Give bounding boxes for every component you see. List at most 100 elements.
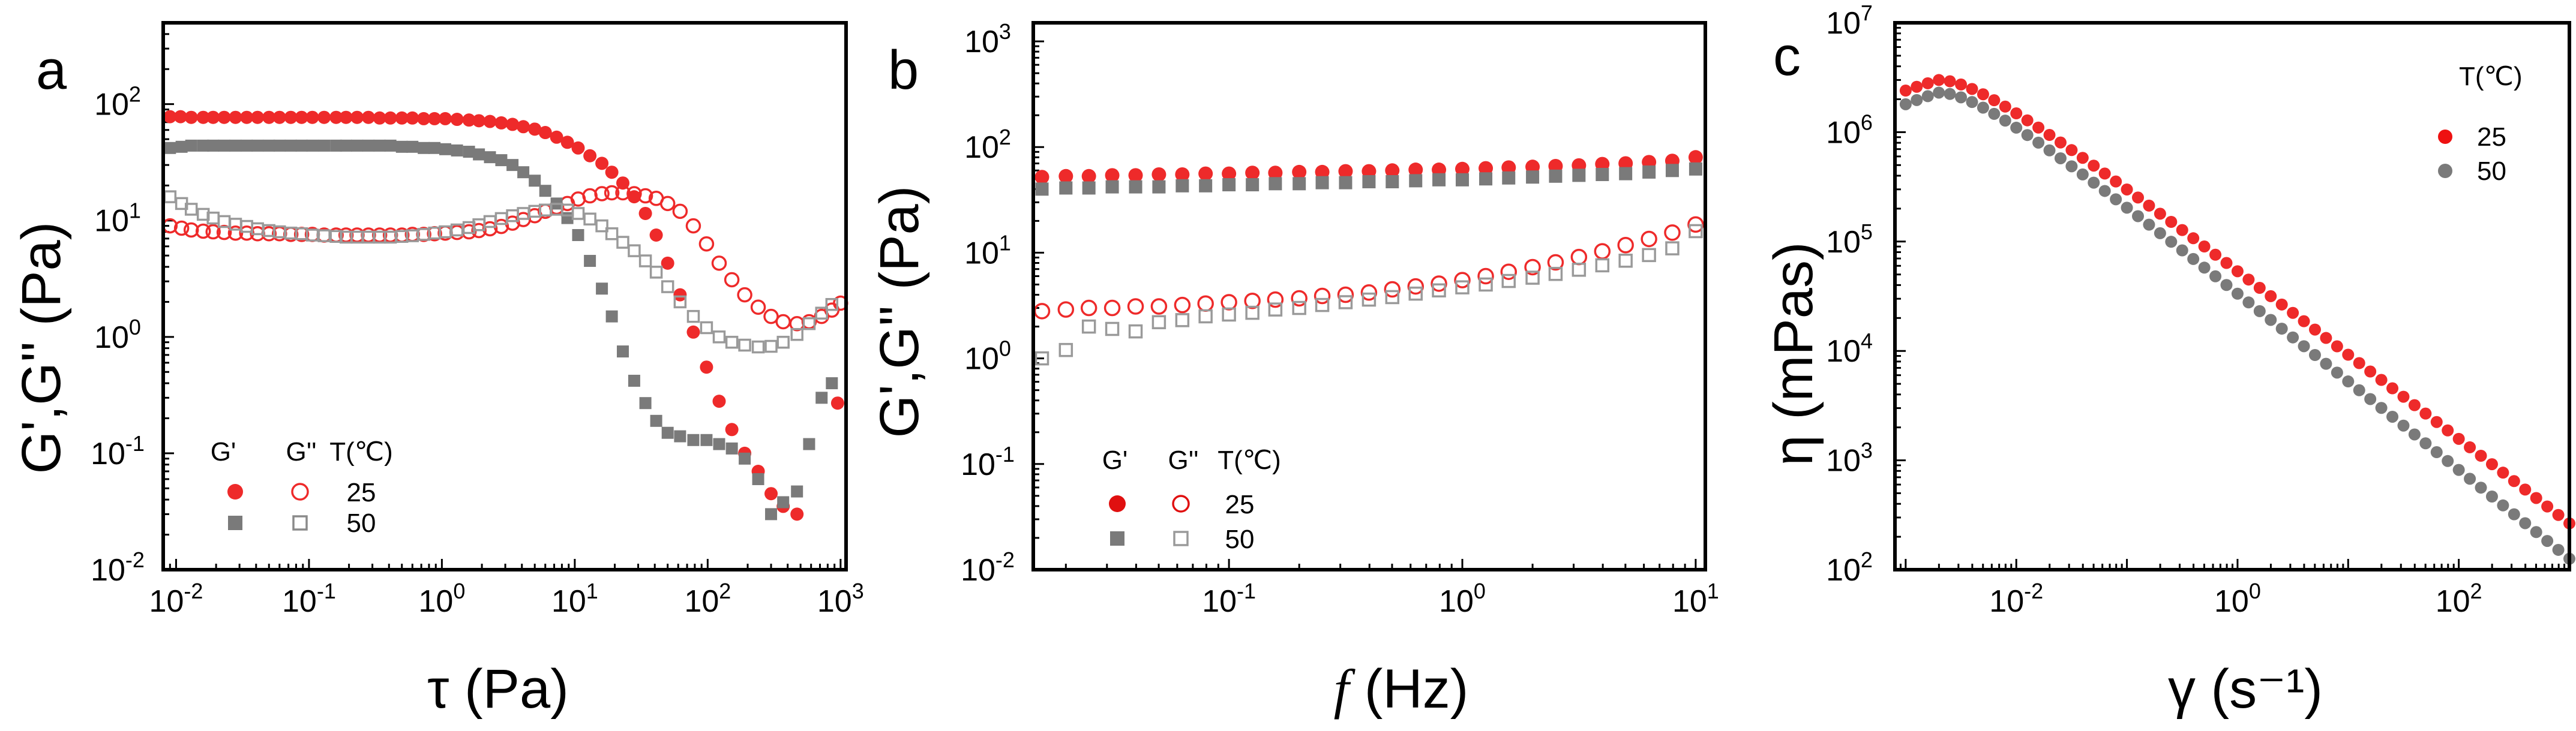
data-point (615, 185, 631, 201)
x-tick-label: 102 (2436, 579, 2482, 619)
data-point (262, 110, 276, 124)
data-point (1080, 299, 1097, 317)
data-point (1292, 164, 1307, 179)
data-point (1315, 176, 1329, 189)
data-point (2386, 410, 2399, 423)
data-point (1175, 313, 1190, 327)
data-point (803, 438, 815, 450)
data-point (1128, 168, 1143, 183)
data-point (686, 309, 700, 323)
data-point (2298, 340, 2310, 353)
data-point (184, 203, 198, 216)
legend-a-temperature-title: T(℃) (329, 437, 393, 467)
data-point (2032, 121, 2045, 134)
data-point (628, 374, 640, 387)
data-point (711, 255, 727, 271)
data-point (1665, 164, 1679, 178)
data-point (1570, 248, 1588, 266)
data-point (826, 377, 838, 390)
data-point (2308, 323, 2321, 336)
data-point (1526, 170, 1540, 184)
y-tick-label: 10-2 (91, 548, 145, 588)
data-point (217, 110, 231, 124)
data-point (1899, 98, 1912, 110)
data-point (218, 139, 230, 152)
data-point (395, 140, 408, 153)
data-point (1105, 321, 1120, 336)
data-point (2353, 357, 2365, 369)
data-point (1222, 166, 1237, 181)
data-point (373, 139, 386, 152)
data-point (1594, 243, 1611, 260)
data-point (2430, 446, 2443, 459)
data-point (517, 120, 530, 134)
data-point (1174, 296, 1191, 314)
data-point (700, 434, 713, 446)
legend-b-gdoubleprime: G'' (1168, 446, 1198, 475)
data-point (1059, 181, 1073, 195)
data-point (417, 112, 431, 125)
panel-a-ylabel: G',G'' (Pa) (11, 222, 72, 474)
data-point (439, 143, 452, 155)
data-point (2375, 374, 2388, 386)
data-point (1456, 173, 1470, 186)
data-point (2397, 419, 2410, 432)
panel-c-marks (1899, 74, 2575, 565)
data-point (1362, 164, 1377, 179)
x-tick-label: 101 (1672, 579, 1719, 619)
panel-c-ylabel: η (mPas) (1763, 242, 1824, 465)
data-point (1151, 167, 1166, 182)
data-point (163, 190, 177, 203)
data-point (1933, 74, 1945, 86)
data-point (1408, 286, 1423, 301)
data-point (2154, 227, 2166, 239)
data-point (251, 110, 265, 124)
legend-a-gdoubleprime-50-marker (292, 515, 308, 531)
data-point (529, 175, 541, 187)
data-point (528, 122, 542, 136)
data-point (2353, 384, 2365, 396)
data-point (1198, 309, 1213, 324)
data-point (1618, 254, 1633, 268)
panel-b-legend: G' G'' T(℃) 25 50 (1102, 446, 1281, 554)
data-point (571, 141, 585, 155)
data-point (673, 295, 687, 309)
data-point (1292, 300, 1306, 315)
data-point (661, 426, 674, 439)
panel-b-xlabel-rest: (Hz) (1349, 658, 1468, 720)
x-tick-label: 10-2 (149, 579, 203, 619)
y-tick-label: 103 (1826, 438, 1873, 479)
data-point (1988, 94, 2001, 107)
data-point (195, 223, 211, 239)
data-point (484, 151, 496, 164)
data-point (1944, 88, 1956, 100)
data-point (2485, 458, 2498, 471)
data-point (362, 139, 374, 152)
data-point (582, 188, 598, 204)
data-point (538, 126, 552, 140)
data-point (1955, 91, 1968, 104)
data-point (2209, 270, 2222, 282)
data-point (2098, 185, 2111, 197)
data-point (1337, 286, 1354, 303)
data-point (1501, 273, 1516, 288)
data-point (605, 227, 619, 240)
data-point (1525, 160, 1540, 175)
data-point (2088, 160, 2100, 172)
data-point (472, 114, 486, 128)
data-point (2331, 366, 2343, 379)
data-point (2308, 348, 2321, 361)
data-point (594, 186, 610, 201)
data-point (1921, 77, 1934, 89)
data-point (550, 130, 563, 144)
data-point (1549, 169, 1563, 183)
legend-c-50: 50 (2477, 157, 2506, 186)
data-point (725, 442, 738, 455)
data-point (2430, 416, 2443, 428)
y-tick-label: 102 (1826, 548, 1873, 588)
data-point (661, 280, 674, 293)
data-point (737, 287, 752, 303)
data-point (451, 144, 463, 157)
legend-b-temperature-title: T(℃) (1217, 446, 1281, 475)
panel-a-letter: a (36, 40, 67, 101)
